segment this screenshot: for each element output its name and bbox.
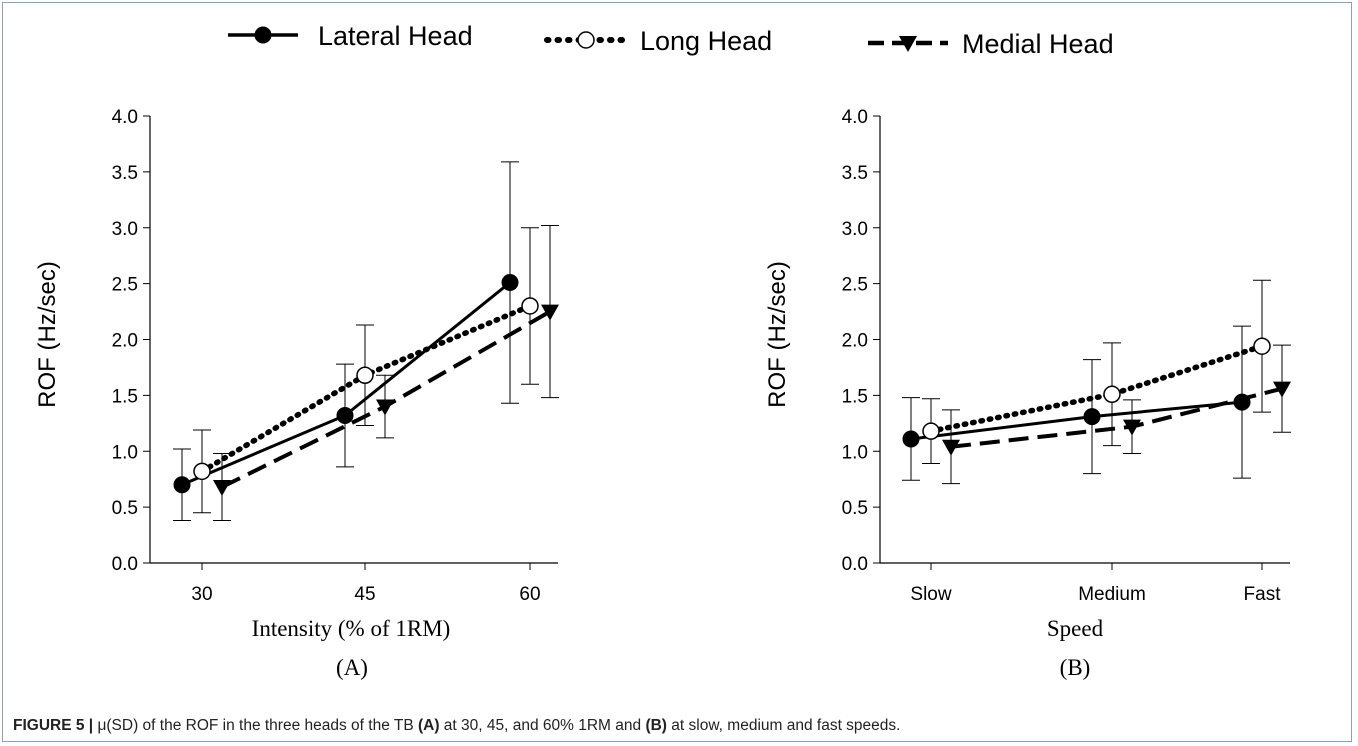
series-line — [221, 309, 551, 489]
caption-text-2: at 30, 45, and 60% 1RM and — [439, 717, 646, 734]
y-tick-label: 0.0 — [842, 554, 868, 575]
data-point — [922, 422, 940, 440]
legend-label-2: Long Head — [640, 26, 772, 56]
data-point — [1253, 337, 1271, 355]
y-tick-label: 4.0 — [112, 107, 138, 128]
data-point — [1123, 419, 1141, 436]
series-2 — [922, 279, 1271, 465]
x-tick-label: 30 — [191, 584, 212, 605]
legend-marker-1 — [254, 26, 272, 44]
x-axis-label: Intensity (% of 1RM) — [252, 616, 451, 641]
data-point — [356, 366, 374, 385]
caption-figure-label: FIGURE 5 | — [13, 717, 94, 734]
data-point — [1083, 408, 1101, 426]
x-tick-label: Fast — [1244, 584, 1282, 605]
y-tick-label: 2.0 — [842, 331, 868, 352]
data-point — [376, 399, 394, 416]
y-tick-label: 1.5 — [842, 386, 868, 407]
data-point — [902, 430, 920, 448]
data-point — [521, 297, 539, 315]
y-tick-label: 0.5 — [842, 498, 868, 519]
data-point — [173, 476, 191, 494]
y-tick-label: 1.5 — [112, 386, 138, 407]
data-point — [213, 480, 231, 497]
y-axis-label: ROF (Hz/sec) — [34, 261, 61, 408]
y-tick-label: 1.0 — [842, 442, 868, 463]
data-point — [501, 274, 519, 292]
panel-label: (B) — [1060, 655, 1091, 680]
panel-b-chart: 0.0 0.5 1.0 1.5 2.0 2.5 3.0 3.5 4.0 Slow Medium Fas… — [764, 107, 1291, 680]
x-tick-label: 45 — [354, 584, 375, 605]
series-line — [199, 303, 533, 475]
y-tick-label: 3.0 — [842, 219, 868, 240]
caption-panel-a: (A) — [417, 717, 440, 734]
x-tick-label: Medium — [1078, 584, 1146, 605]
y-tick-label: 1.0 — [112, 442, 138, 463]
caption-panel-b: (B) — [645, 717, 667, 734]
legend-marker-3 — [899, 36, 917, 52]
legend: Lateral Head Long Head Medial Head — [228, 21, 1114, 59]
data-point — [193, 462, 211, 481]
x-axis-label: Speed — [1047, 616, 1104, 641]
caption-text-3: at slow, medium and fast speeds. — [666, 717, 901, 734]
y-tick-label: 3.5 — [112, 163, 138, 184]
series-2 — [193, 227, 539, 514]
legend-label-3: Medial Head — [962, 29, 1114, 59]
y-axis-label: ROF (Hz/sec) — [764, 261, 791, 408]
y-tick-label: 0.5 — [112, 498, 138, 519]
y-tick-label: 3.5 — [842, 163, 868, 184]
x-tick-label: Slow — [910, 584, 951, 605]
data-point — [336, 406, 354, 424]
data-point — [541, 304, 559, 321]
x-tick-label: 60 — [519, 584, 540, 605]
legend-label-1: Lateral Head — [318, 21, 473, 51]
y-tick-label: 4.0 — [842, 107, 868, 128]
series-1 — [173, 161, 519, 522]
y-tick-label: 2.5 — [112, 275, 138, 296]
y-tick-label: 2.5 — [842, 275, 868, 296]
series-3 — [942, 344, 1291, 485]
series-3 — [213, 225, 559, 522]
y-tick-label: 3.0 — [112, 219, 138, 240]
legend-marker-2 — [577, 31, 595, 49]
y-tick-label: 0.0 — [112, 554, 138, 575]
panel-label: (A) — [336, 655, 368, 680]
panel-a-chart: 0.0 0.5 1.0 1.5 2.0 2.5 3.0 3.5 4.0 30 45 60 ROF (Hz… — [34, 107, 559, 680]
y-tick-label: 2.0 — [112, 331, 138, 352]
data-point — [1103, 385, 1121, 404]
caption-text-1: μ(SD) of the ROF in the three heads of t… — [93, 717, 418, 734]
data-point — [942, 439, 960, 456]
figure-caption: FIGURE 5 | μ(SD) of the ROF in the three… — [13, 717, 1343, 735]
data-point — [1273, 381, 1291, 398]
